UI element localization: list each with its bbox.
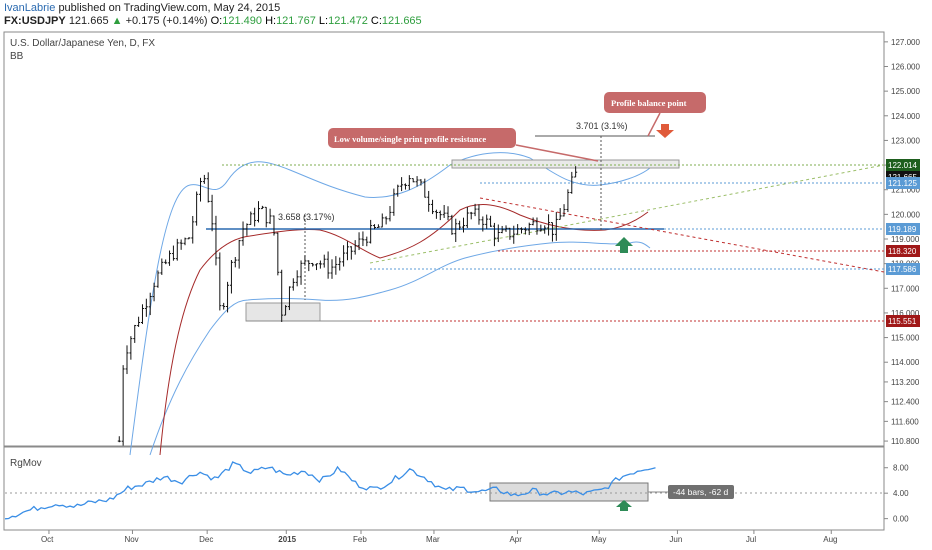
price-axis: 127.000 126.000 125.000 124.000 123.000 122.0… [884,38,920,446]
price-label-box [886,263,920,275]
time-axis: Oct Nov Dec 2015 Feb Mar Apr May Jun Jul Aug [41,530,837,544]
time-tick-label: Oct [41,535,54,544]
price-label-115551: 115.551 [888,317,917,326]
price-label-box [886,159,920,171]
rgmov-tick-label: 8.00 [893,464,909,473]
price-label-118320: 118.320 [888,247,917,256]
price-tick-label: 126.000 [891,63,920,72]
price-label-122014: 122.014 [888,161,917,170]
resistance-zone-box [451,159,680,169]
price-tick-label: 124.000 [891,112,920,121]
profile-box-left [245,302,321,322]
price-tick-label: 114.000 [891,358,920,367]
bb-lower-line [149,241,651,456]
time-tick-label: Mar [426,535,440,544]
time-tick-label: Jun [669,535,682,544]
measure-top-label: 3.701 (3.1%) [576,121,628,131]
price-tick-label: 125.000 [891,87,920,96]
main-pane [3,31,885,447]
price-tick-label: 111.600 [891,417,919,426]
callout-resistance-box [328,128,516,148]
price-tick-label: 117.000 [891,284,920,293]
price-label-box [886,177,920,189]
author-link[interactable]: IvanLabrie [4,2,56,14]
price-tick-label: 113.200 [891,378,920,387]
symbol-label[interactable]: FX:USDJPY [4,15,66,27]
time-tick-label: Aug [823,535,837,544]
published-text: published on TradingView.com, May 24, 20… [58,2,281,14]
price-labels: 122.014 121.665 121.125 119.189 118.320 … [886,159,920,327]
time-tick-label: Nov [124,535,138,544]
high-value: 121.767 [276,15,316,27]
rgmov-axis: 8.00 4.00 0.00 [884,464,909,524]
high-tag: H: [265,15,277,27]
callout-balance-pointer [647,112,661,137]
moving-average-line [159,204,649,456]
open-tag: O: [210,15,223,27]
bb-upper-line [129,152,651,456]
low-value: 121.472 [328,15,368,27]
rgmov-tick-label: 0.00 [893,515,909,524]
candlestick-series [117,166,578,446]
range-label-box [668,485,734,499]
price-tick-label: 119.000 [891,235,920,244]
price-tick-label: 127.000 [891,38,920,47]
price-label-119189: 119.189 [888,225,917,234]
price-tick-label: 110.800 [891,437,920,446]
chart-title: U.S. Dollar/Japanese Yen, D, FX [10,38,155,49]
up-arrow-icon: ▲ [111,15,123,27]
price-label-box [886,245,920,257]
indicator-label: BB [10,51,24,62]
close-value: 121.665 [381,15,422,27]
time-tick-label: Apr [509,535,522,544]
price-tick-label: 120.000 [891,210,920,219]
price-tick-label: 115.000 [891,334,920,343]
price-label-121125: 121.125 [888,179,917,188]
time-tick-label: Feb [353,535,367,544]
change-text: +0.175 (+0.14%) [125,15,208,27]
ohlc-line: FX:USDJPY 121.665 ▲ +0.175 (+0.14%) O:12… [4,15,422,27]
downtrend-line [479,197,885,273]
rgmov-tick-label: 4.00 [893,489,909,498]
price-label-box [886,223,920,235]
price-label-box [886,315,920,327]
callout-balance-box [604,92,706,113]
rgmov-title: RgMov [10,458,42,469]
down-arrow-icon [656,124,674,138]
rgmov-line [4,461,656,520]
price-label-117586: 117.586 [888,265,917,274]
price-tick-label: 121.000 [891,186,920,195]
time-tick-label: Dec [199,535,213,544]
time-tick-label: 2015 [278,535,296,544]
price-tick-label: 123.000 [891,136,920,145]
low-tag: L: [318,15,329,27]
measure-left-label: 3.658 (3.17%) [278,212,335,222]
range-label-text: -44 bars, -62 d [673,487,729,497]
time-tick-label: Jul [746,535,756,544]
up-arrow-icon-main [615,237,633,253]
price-tick-label: 112.400 [891,398,920,407]
callout-resistance-pointer [515,144,599,162]
up-arrow-icon-rgmov [616,500,632,511]
open-value: 121.490 [222,15,262,27]
time-tick-label: May [591,535,606,544]
price-tick-label: 116.000 [891,309,920,318]
last-price: 121.665 [68,15,109,27]
close-tag: C: [370,15,382,27]
rgmov-range-box [489,482,649,502]
callout-resistance-text: Low volume/single print profile resistan… [334,134,486,144]
callout-balance-text: Profile balance point [611,98,687,108]
publish-line: IvanLabrie published on TradingView.com,… [4,2,280,14]
